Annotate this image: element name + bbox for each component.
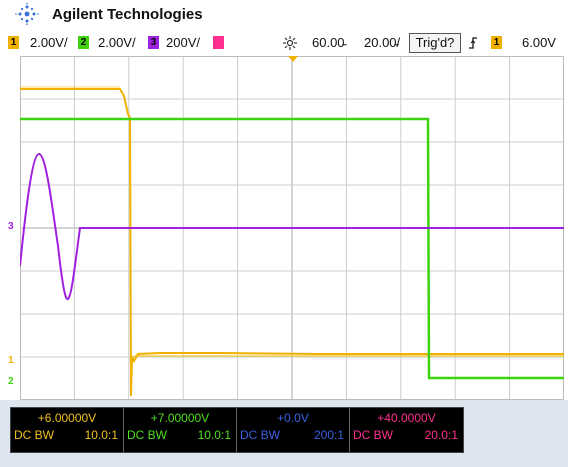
channel-3-settings[interactable]: +0.0V DC BW 200:1 [237,408,350,452]
channel-1-coupling: DC BW [14,428,54,442]
channel-1-ground-marker[interactable]: 1 [8,355,14,366]
channel-2-offset: +7.00000V [150,411,210,425]
channel-2-probe-ratio: 10.0:1 [197,428,231,442]
channel-3-coupling: DC BW [240,428,280,442]
brand-name: Agilent Technologies [52,6,203,23]
channel-2-coupling: DC BW [127,428,167,442]
channel-3-scale[interactable]: 200V/ [166,35,200,50]
channel-1-waveform [20,88,564,397]
time-scale[interactable]: 20.00̴/ [364,35,401,50]
waveform-display[interactable] [20,56,564,400]
channel-2-waveform [20,117,564,380]
channel-1-settings[interactable]: +6.00000V DC BW 10.0:1 [11,408,124,452]
rising-edge-icon[interactable] [468,36,478,50]
channel-3-trace [20,152,564,301]
channel-4-badge[interactable]: 4 [213,36,224,49]
channel-1-offset: +6.00000V [37,411,97,425]
channel-2-settings[interactable]: +7.00000V DC BW 10.0:1 [124,408,237,452]
channel-3-offset: +0.0V [277,411,309,425]
channel-4-coupling: DC BW [353,428,393,442]
channel-3-ground-marker[interactable]: 3 [8,221,14,232]
channel-4-settings[interactable]: +40.0000V DC BW 20.0:1 [350,408,463,452]
channel-1-scale[interactable]: 2.00V/ [30,35,68,50]
channel-2-ground-marker[interactable]: 2 [8,376,14,387]
channel-2-trace [20,117,564,380]
channel-1-probe-ratio: 10.0:1 [84,428,118,442]
channel-1-trace [20,86,564,397]
channel-1-badge[interactable]: 1 [8,36,19,49]
time-reference-icon [283,36,297,50]
channel-4-offset: +40.0000V [377,411,436,425]
trigger-status[interactable]: Trig'd? [409,33,461,53]
time-delay[interactable]: 60.00̴ [312,35,345,50]
trigger-time-marker-icon [288,56,298,62]
channel-settings-strip: +6.00000V DC BW 10.0:1 +7.00000V DC BW 1… [10,407,464,453]
channel-3-badge[interactable]: 3 [148,36,159,49]
channel-4-probe-ratio: 20.0:1 [424,428,458,442]
header-bar: Agilent Technologies [0,0,568,30]
channel-3-probe-ratio: 200:1 [313,428,344,442]
channel-3-waveform [20,152,564,301]
scope-status-bar: 1 2.00V/ 2 2.00V/ 3 200V/ 4 60.00̴ 20.00… [0,31,568,55]
channel-info-panel: +6.00000V DC BW 10.0:1 +7.00000V DC BW 1… [0,400,568,467]
channel-2-scale[interactable]: 2.00V/ [98,35,136,50]
waveform-marker-strip: 3 1 2 [0,56,20,400]
trigger-source-badge[interactable]: 1 [491,36,502,49]
channel-2-badge[interactable]: 2 [78,36,89,49]
agilent-spark-logo-icon [15,3,39,25]
trigger-level[interactable]: 6.00V [522,35,556,50]
